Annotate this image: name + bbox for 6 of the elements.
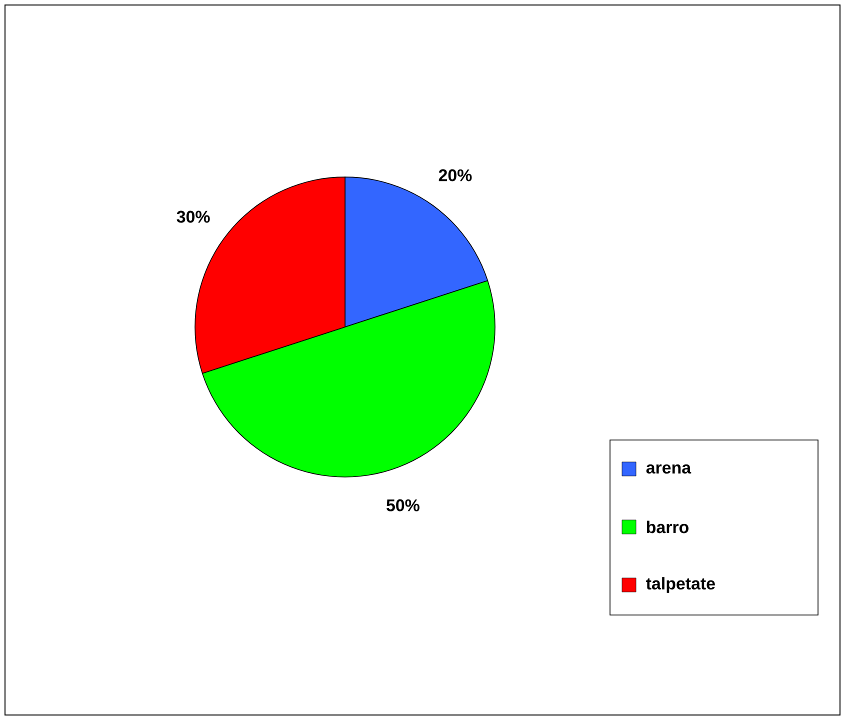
data-label: 20% [438,169,472,182]
legend-label: talpetate [646,577,715,593]
data-label: 50% [386,499,420,512]
legend-label: arena [646,464,692,474]
legend-label: barro [646,520,688,534]
data-label: 30% [176,210,210,223]
